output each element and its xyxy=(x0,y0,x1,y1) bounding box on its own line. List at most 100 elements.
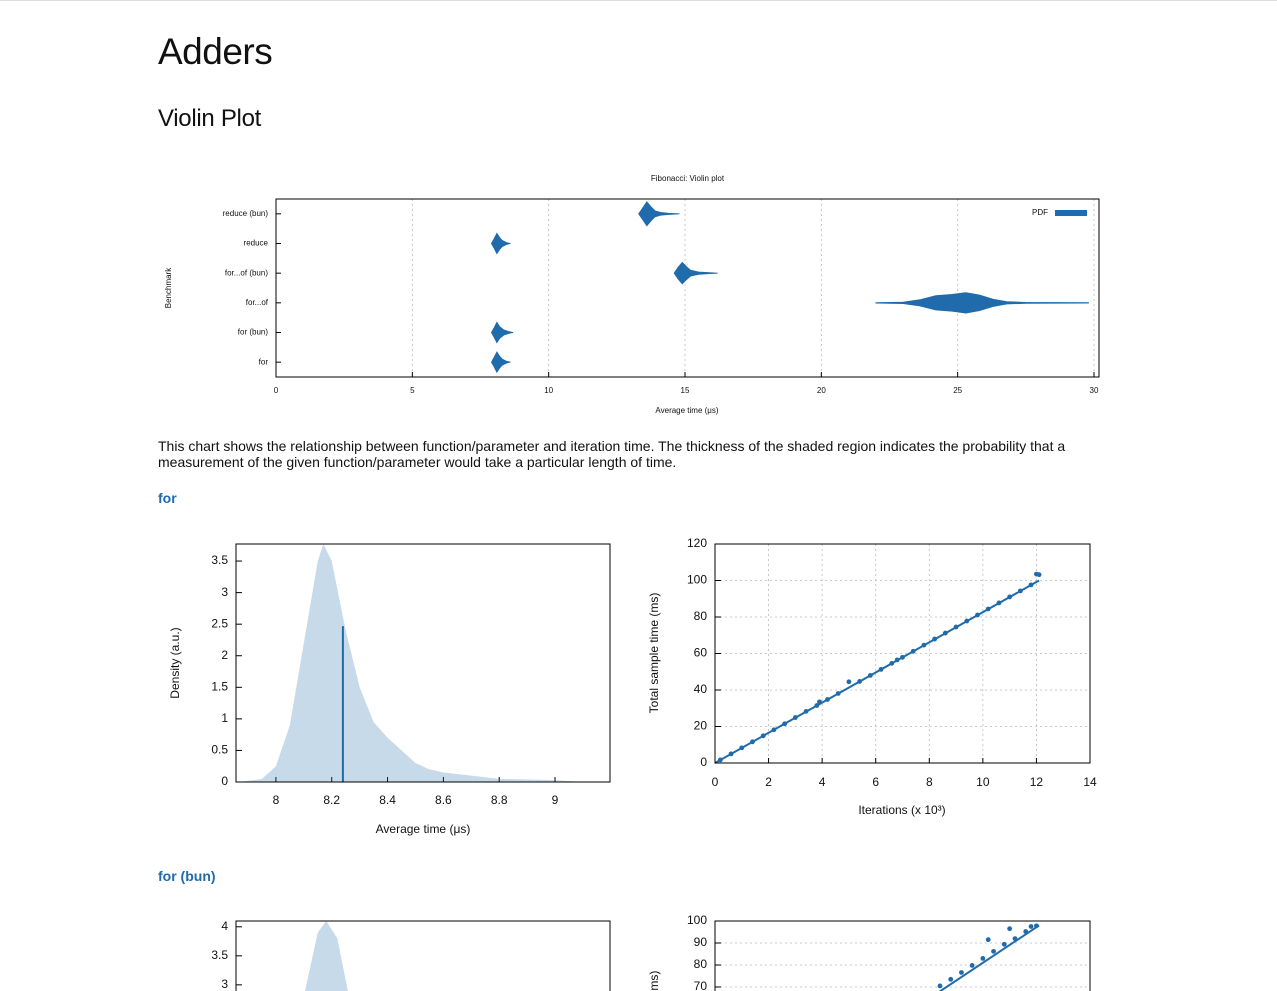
violin xyxy=(490,232,511,255)
x-tick-label: 14 xyxy=(1083,775,1097,789)
sample-point xyxy=(889,660,895,666)
y-tick-label: 80 xyxy=(694,609,708,623)
y-tick-label: 4 xyxy=(221,919,228,933)
y-tick-label: 100 xyxy=(687,573,707,587)
y-axis-label: Total sample time (ms) xyxy=(647,971,661,991)
y-tick-label: reduce xyxy=(244,239,269,248)
sample-point xyxy=(985,606,991,612)
y-axis-label: Benchmark xyxy=(164,267,173,308)
sample-point xyxy=(996,600,1002,606)
y-tick-label: for...of xyxy=(246,298,269,307)
x-axis-label: Average time (μs) xyxy=(376,822,471,836)
sample-point xyxy=(1036,572,1042,578)
sample-point xyxy=(991,948,996,954)
violin xyxy=(875,292,1089,314)
y-tick-label: for...of (bun) xyxy=(225,268,268,277)
sample-point xyxy=(932,636,938,642)
sample-point xyxy=(750,739,755,745)
sample-point xyxy=(814,703,820,708)
y-tick-label: for (bun) xyxy=(238,328,269,337)
x-tick-label: 15 xyxy=(681,386,690,395)
y-tick-label: 1 xyxy=(221,711,228,725)
y-tick-label: 0 xyxy=(221,774,228,788)
sample-point xyxy=(964,618,970,624)
page-title: Adders xyxy=(158,31,273,72)
y-tick-label: 3.5 xyxy=(211,553,228,567)
y-tick-label: 3 xyxy=(221,977,228,991)
sample-point xyxy=(878,666,884,672)
sample-point xyxy=(857,679,863,684)
x-tick-label: 30 xyxy=(1090,386,1099,395)
benchmark-heading[interactable]: for (bun) xyxy=(158,868,216,884)
y-tick-label: 90 xyxy=(694,935,708,949)
y-tick-label: for xyxy=(259,357,269,366)
sample-point xyxy=(792,715,798,720)
y-tick-label: 100 xyxy=(687,913,707,927)
sample-point xyxy=(1001,941,1007,947)
x-tick-label: 8.4 xyxy=(379,793,396,807)
x-tick-label: 6 xyxy=(872,775,879,789)
y-tick-label: 2 xyxy=(221,648,228,662)
sample-point xyxy=(717,757,723,763)
sample-point xyxy=(782,721,788,727)
y-axis-label: Density (a.u.) xyxy=(168,627,182,698)
plot-frame xyxy=(714,920,1091,991)
fit-line xyxy=(714,579,1040,764)
density-area xyxy=(239,544,583,782)
sample-point xyxy=(985,937,991,943)
y-tick-label: 60 xyxy=(694,646,708,660)
x-tick-label: 10 xyxy=(544,386,553,395)
plot-frame xyxy=(235,543,611,783)
y-tick-label: reduce (bun) xyxy=(223,209,269,218)
sample-point xyxy=(1023,929,1029,934)
x-tick-label: 8.8 xyxy=(491,793,508,807)
x-tick-label: 8.2 xyxy=(323,793,340,807)
plot-frame xyxy=(235,920,611,991)
density-area xyxy=(305,921,348,991)
sample-point xyxy=(760,733,766,739)
x-tick-label: 4 xyxy=(819,775,826,789)
x-tick-label: 25 xyxy=(953,386,962,395)
x-tick-label: 8 xyxy=(926,775,933,789)
x-tick-label: 8 xyxy=(273,793,280,807)
x-tick-label: 8.6 xyxy=(435,793,452,807)
sample-point xyxy=(969,963,975,968)
description: This chart shows the relationship betwee… xyxy=(158,438,1066,470)
y-tick-label: 3 xyxy=(221,585,228,599)
sample-point xyxy=(894,657,900,663)
x-tick-label: 5 xyxy=(410,386,415,395)
benchmark-heading[interactable]: for xyxy=(158,490,177,506)
sample-point xyxy=(942,630,948,636)
sample-point xyxy=(900,654,905,660)
y-tick-label: 2.5 xyxy=(211,616,228,630)
y-tick-label: 120 xyxy=(687,536,707,550)
x-axis-label: Average time (μs) xyxy=(655,406,718,415)
violin xyxy=(673,261,718,285)
sample-point xyxy=(910,648,916,654)
violin xyxy=(490,351,511,374)
sample-point xyxy=(1007,926,1013,932)
sample-point xyxy=(948,976,954,982)
y-tick-label: 0 xyxy=(700,755,707,769)
x-tick-label: 12 xyxy=(1030,775,1044,789)
section-title: Violin Plot xyxy=(158,105,261,132)
sample-point xyxy=(771,727,777,733)
x-tick-label: 20 xyxy=(817,386,826,395)
y-tick-label: 20 xyxy=(694,719,708,733)
y-tick-label: 1.5 xyxy=(211,679,228,693)
sample-point xyxy=(817,699,822,705)
y-axis-label: Total sample time (ms) xyxy=(647,593,661,714)
y-tick-label: 70 xyxy=(694,979,708,991)
legend-swatch xyxy=(1055,210,1087,216)
y-tick-label: 40 xyxy=(694,682,708,696)
violin xyxy=(638,201,680,227)
plot-frame xyxy=(275,198,1100,378)
sample-point xyxy=(803,708,809,714)
sample-point xyxy=(1012,936,1018,941)
y-tick-label: 3.5 xyxy=(211,948,228,962)
x-tick-label: 10 xyxy=(976,775,990,789)
legend-label: PDF xyxy=(1032,208,1048,217)
y-tick-label: 0.5 xyxy=(211,743,228,757)
